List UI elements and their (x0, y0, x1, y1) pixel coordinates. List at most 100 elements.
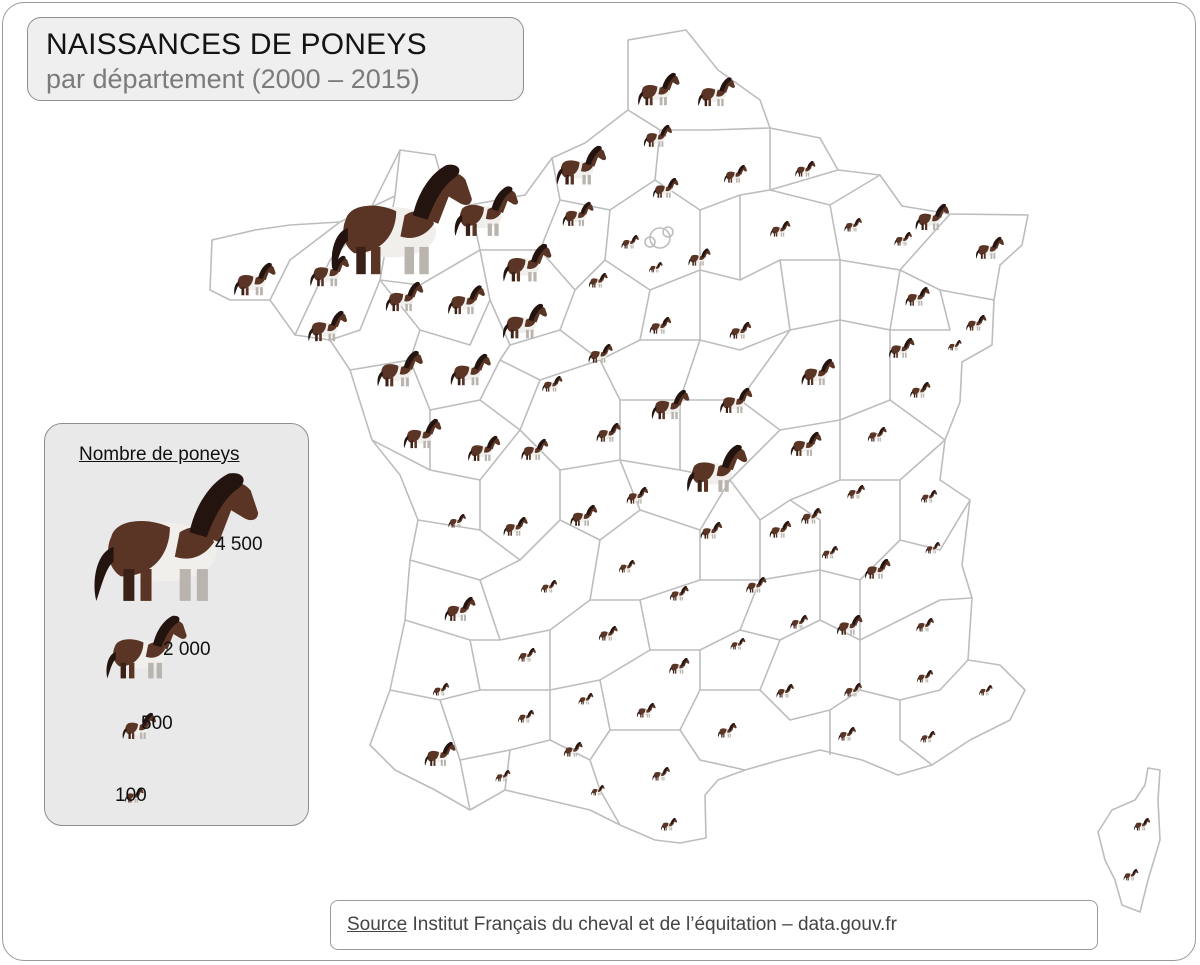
corse-outline (1097, 767, 1161, 913)
pony-icon (541, 579, 558, 593)
department-border (459, 759, 471, 811)
department-border (829, 204, 951, 271)
pony-icon (687, 444, 748, 492)
pony-icon (331, 164, 472, 275)
department-border (699, 259, 791, 351)
pony-icon (801, 358, 835, 385)
department-border (679, 729, 746, 771)
pony-icon (588, 272, 608, 288)
pony-icon (795, 160, 816, 177)
pony-icon (638, 72, 680, 106)
legend-symbols (94, 473, 259, 803)
pony-icon (925, 541, 941, 554)
pony-icon (433, 682, 450, 696)
pony-icon (570, 504, 598, 526)
department-border (604, 259, 840, 291)
pony-icon (724, 164, 747, 183)
department-border (439, 690, 551, 761)
pony-icon (518, 709, 535, 723)
legend: Nombre de poneys 4 500 2 000 500 100 (44, 423, 309, 826)
pony-icon (889, 337, 915, 358)
pony-icon (905, 286, 930, 306)
pony-icon (562, 201, 594, 226)
department-border (899, 700, 933, 766)
pony-icon (377, 350, 423, 387)
department-border (662, 226, 674, 238)
legend-value-4500: 4 500 (215, 534, 263, 555)
department-border (499, 359, 601, 381)
department-border (379, 249, 491, 346)
pony-icon (669, 657, 690, 674)
title-box: NAISSANCES DE PONEYS par département (20… (27, 17, 524, 101)
department-border (889, 399, 946, 441)
pony-icon (619, 559, 636, 573)
pony-icon (661, 817, 678, 831)
pony-icon (838, 726, 856, 741)
department-border (739, 570, 821, 641)
pony-icon (915, 203, 949, 230)
department-border (599, 339, 701, 401)
department-border (409, 559, 521, 581)
pony-icon (468, 435, 501, 461)
pony-icon (621, 234, 639, 249)
department-border (504, 749, 511, 791)
pony-icon (521, 438, 549, 460)
department-pony-markers (234, 72, 1151, 881)
pony-icon (385, 281, 424, 312)
department-border (649, 227, 671, 249)
pony-icon (979, 684, 993, 696)
department-border (839, 330, 891, 421)
department-border (654, 129, 839, 211)
department-border (839, 269, 901, 331)
pony-icon (920, 730, 936, 743)
pony-icon (770, 220, 791, 237)
pony-icon (596, 422, 621, 442)
department-border (899, 480, 971, 551)
pony-icon (730, 637, 746, 650)
department-border (644, 236, 656, 248)
france-outline (209, 29, 1029, 844)
pony-icon (518, 647, 536, 662)
source-text: Institut Français du cheval et de l’équi… (407, 914, 897, 935)
pony-icon (847, 484, 865, 499)
source-box: Source Institut Français du cheval et de… (330, 900, 1098, 950)
department-border (559, 459, 641, 541)
pony-icon (894, 231, 912, 246)
pony-icon (822, 545, 839, 559)
department-border (269, 221, 341, 301)
pony-icon (917, 669, 934, 683)
pony-icon (837, 614, 863, 635)
department-border (294, 149, 401, 336)
pony-icon (867, 426, 887, 442)
pony-icon (844, 217, 862, 232)
pony-icon (652, 766, 670, 781)
pony-icon (910, 381, 931, 398)
department-border (840, 439, 946, 481)
pony-icon (669, 585, 689, 601)
pony-icon (450, 353, 491, 386)
department-border (559, 289, 651, 361)
pony-icon (448, 285, 485, 315)
legend-value-2000: 2 000 (163, 639, 211, 660)
department-border (859, 659, 969, 701)
department-border (469, 630, 551, 691)
department-border (417, 480, 481, 531)
pony-icon (578, 692, 594, 705)
department-border (759, 499, 821, 581)
map-subtitle: par département (2000 – 2015) (46, 64, 420, 94)
pony-icon (424, 741, 456, 766)
pony-icon (403, 418, 442, 449)
pony-icon (503, 303, 548, 339)
pony-icon (626, 486, 649, 504)
pony-icon (790, 431, 822, 456)
pony-icon (503, 516, 528, 536)
department-border (890, 289, 951, 331)
pony-icon (966, 314, 987, 331)
pony-icon (698, 77, 735, 107)
source-line: Source Institut Français du cheval et de… (347, 914, 897, 936)
pony-icon (776, 683, 794, 698)
legend-title: Nombre de poneys (79, 444, 240, 465)
pony-icon (636, 702, 656, 718)
department-border (729, 420, 841, 521)
